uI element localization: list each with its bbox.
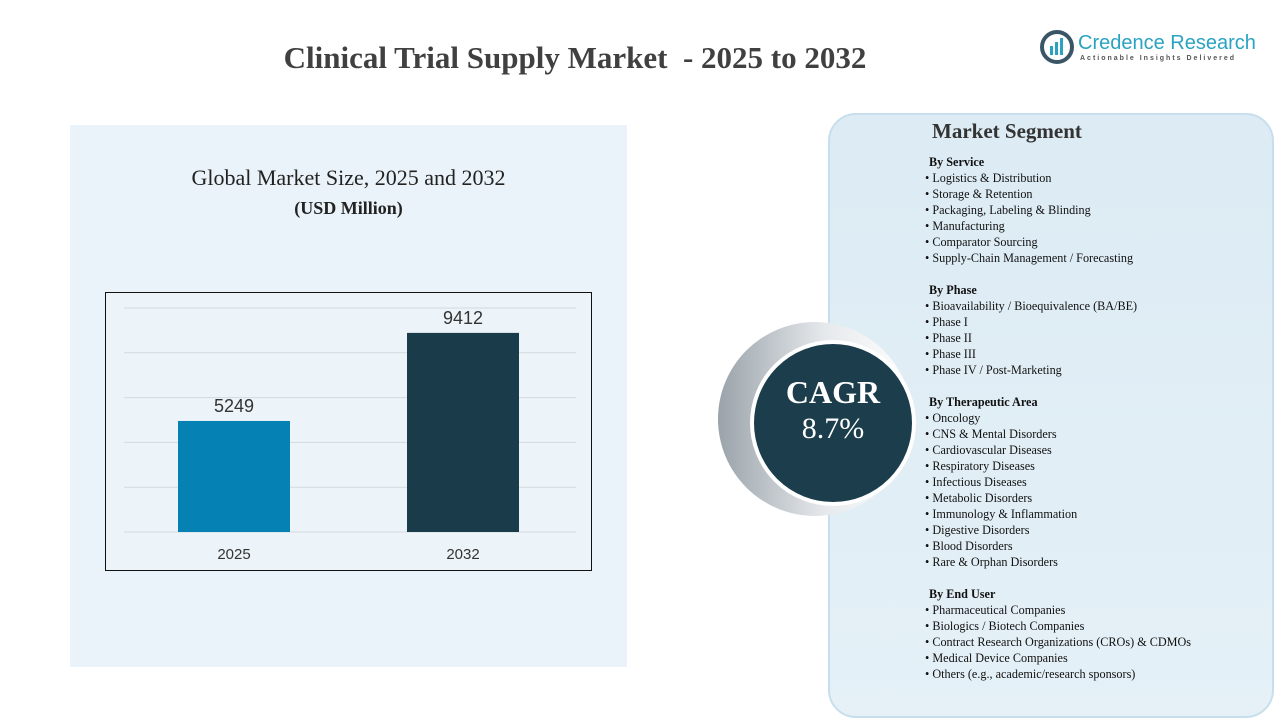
bar-2032: [407, 332, 519, 532]
cagr-badge: CAGR 8.7%: [750, 340, 916, 506]
segment-item: • Pharmaceutical Companies: [925, 603, 1066, 617]
segment-item: • Digestive Disorders: [925, 523, 1030, 537]
segment-item: • CNS & Mental Disorders: [925, 427, 1057, 441]
segment-heading: By Phase: [929, 283, 977, 297]
segment-item: • Supply-Chain Management / Forecasting: [925, 251, 1134, 265]
segment-item: • Bioavailability / Bioequivalence (BA/B…: [925, 299, 1138, 313]
segment-title: Market Segment: [932, 119, 1082, 143]
segment-group: By Service • Logistics & Distribution • St…: [925, 154, 1191, 266]
cagr-label: CAGR: [785, 374, 881, 410]
segment-group: By Phase • Bioavailability / Bioequivalen…: [925, 282, 1191, 378]
segment-item: • Infectious Diseases: [925, 475, 1027, 489]
segment-item: • Storage & Retention: [925, 187, 1033, 201]
logo-icon: [1040, 30, 1074, 64]
segment-item: • Oncology: [925, 411, 981, 425]
bar-chart-svg: 5249 2025 9412 2032: [124, 307, 576, 563]
logo: Credence Research Actionable Insights De…: [1040, 30, 1260, 70]
bar-2025: [178, 420, 290, 532]
segment-heading: By Therapeutic Area: [929, 395, 1038, 409]
segment-item: • Phase III: [925, 347, 976, 361]
segment-item: • Immunology & Inflammation: [925, 507, 1078, 521]
segment-item: • Contract Research Organizations (CROs)…: [925, 635, 1192, 649]
segment-item: • Logistics & Distribution: [925, 171, 1052, 185]
segment-item: • Respiratory Diseases: [925, 459, 1035, 473]
segment-item: • Biologics / Biotech Companies: [925, 619, 1085, 633]
segment-item: • Cardiovascular Diseases: [925, 443, 1052, 457]
segment-item: • Medical Device Companies: [925, 651, 1068, 665]
segment-item: • Comparator Sourcing: [925, 235, 1038, 249]
segment-item: • Blood Disorders: [925, 539, 1013, 553]
segment-item: • Others (e.g., academic/research sponso…: [925, 667, 1136, 681]
bar-chart: 5249 2025 9412 2032: [105, 292, 592, 571]
segment-item: • Packaging, Labeling & Blinding: [925, 203, 1091, 217]
segment-item: • Phase IV / Post-Marketing: [925, 363, 1062, 377]
segment-item: • Rare & Orphan Disorders: [925, 555, 1058, 569]
segment-heading: By Service: [929, 155, 985, 169]
segment-heading: By End User: [929, 587, 996, 601]
x-tick-label: 2025: [217, 546, 250, 563]
x-tick-label: 2032: [446, 546, 479, 563]
data-label: 5249: [214, 396, 254, 416]
logo-name: Credence Research: [1078, 32, 1256, 54]
segment-item: • Metabolic Disorders: [925, 491, 1033, 505]
data-label: 9412: [443, 308, 483, 328]
chart-subtitle: (USD Million): [294, 198, 403, 218]
segment-list: By Service • Logistics & Distribution • St…: [925, 154, 1191, 698]
segment-item: • Phase I: [925, 315, 968, 329]
segment-group: By Therapeutic Area • Oncology • CNS & Men…: [925, 394, 1191, 570]
segment-item: • Manufacturing: [925, 219, 1005, 233]
segment-item: • Phase II: [925, 331, 972, 345]
segment-group: By End User • Pharmaceutical Companies • B…: [925, 586, 1191, 682]
chart-title: Global Market Size, 2025 and 2032: [191, 165, 506, 190]
page-title: Clinical Trial Supply Market - 2025 to 2…: [283, 40, 867, 75]
logo-tagline: Actionable Insights Delivered: [1080, 55, 1237, 62]
cagr-value: 8.7%: [801, 412, 865, 445]
